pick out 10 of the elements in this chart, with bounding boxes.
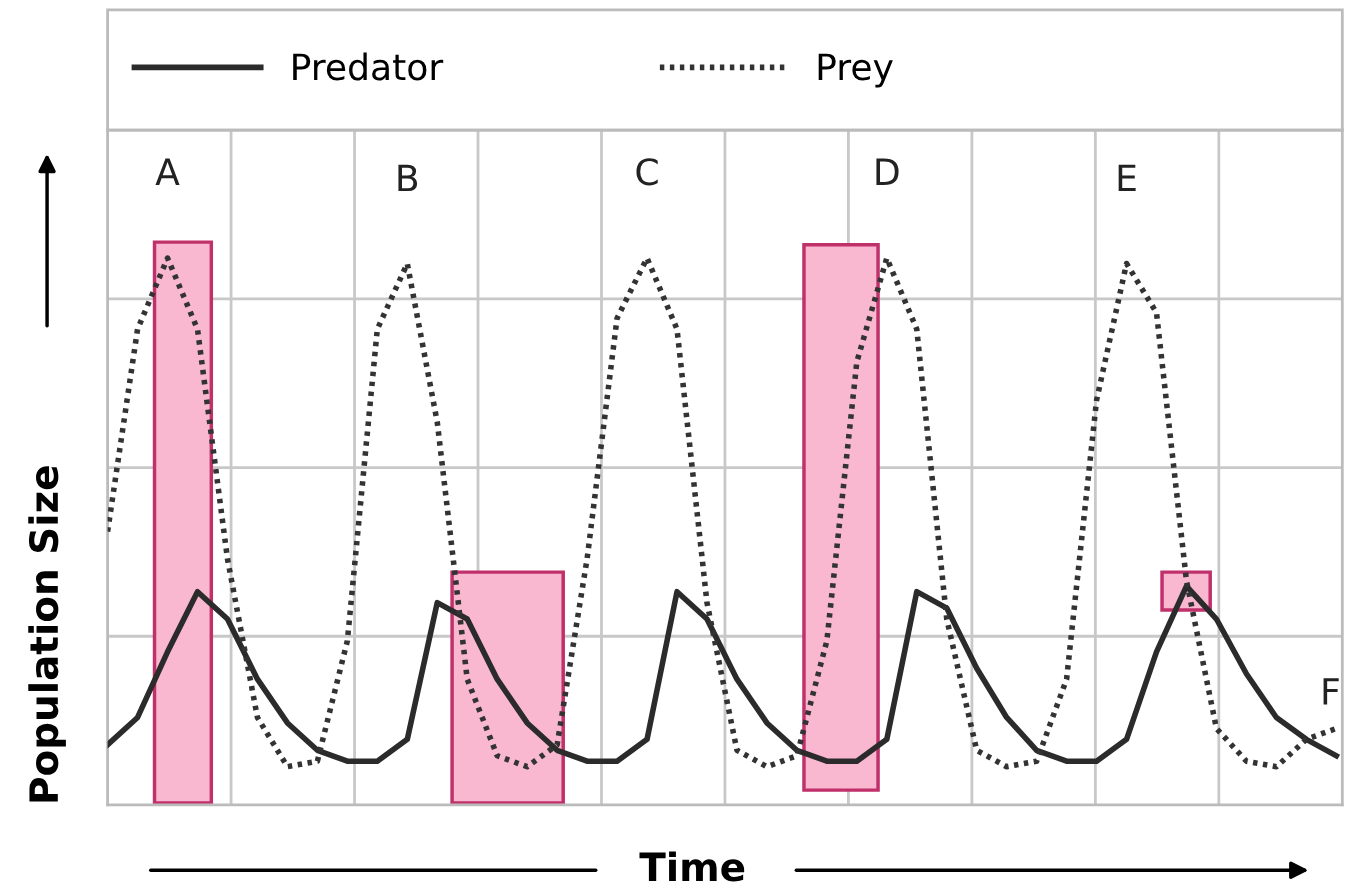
text: D bbox=[876, 158, 899, 185]
annotation: F bbox=[1323, 678, 1339, 705]
y-axis-title: Population Size bbox=[28, 466, 66, 802]
x-axis-title: Time bbox=[639, 851, 745, 882]
text: C bbox=[636, 158, 658, 186]
text: E bbox=[1118, 164, 1136, 192]
text: B bbox=[398, 164, 418, 192]
text: A bbox=[155, 158, 180, 185]
legend-label: Predator bbox=[293, 52, 444, 81]
legend-label: Prey bbox=[818, 53, 893, 88]
